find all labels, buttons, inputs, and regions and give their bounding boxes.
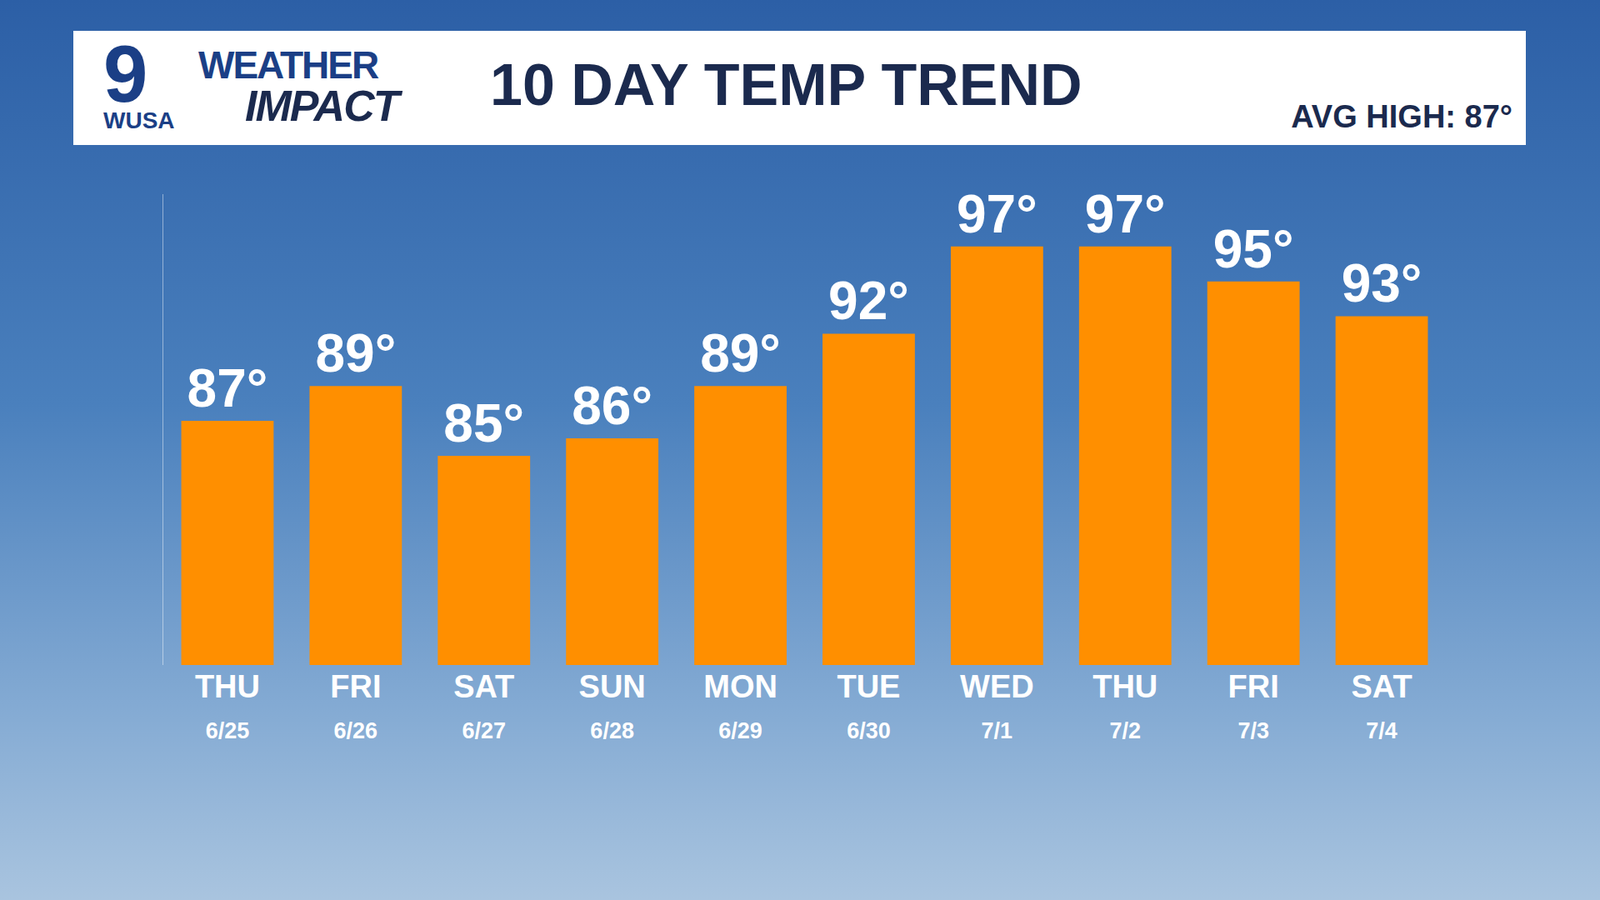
svg-text:86°: 86°	[571, 375, 653, 436]
svg-text:89°: 89°	[315, 323, 396, 384]
svg-text:WED7/1: WED7/1	[960, 669, 1035, 744]
svg-text:FRI6/26: FRI6/26	[330, 669, 381, 744]
html-text:WUSA: WUSA	[103, 107, 175, 134]
svg-text:SAT7/4: SAT7/4	[1350, 669, 1412, 744]
svg-text:89°: 89°	[700, 323, 781, 384]
svg-text:FRI7/3: FRI7/3	[1228, 669, 1280, 744]
svg-text:THU7/2: THU7/2	[1092, 669, 1158, 744]
html-text:WEATHER: WEATHER	[198, 43, 378, 87]
svg-text:MON6/29: MON6/29	[703, 669, 778, 744]
html-text:AVG HIGH: 87°: AVG HIGH: 87°	[1291, 99, 1513, 135]
svg-text:85°: 85°	[443, 393, 525, 454]
svg-text:97°: 97°	[1085, 184, 1166, 245]
html-text:IMPACT: IMPACT	[245, 81, 398, 130]
svg-text:SUN6/28: SUN6/28	[579, 669, 646, 744]
svg-text:TUE6/30: TUE6/30	[836, 669, 900, 744]
svg-text:93°: 93°	[1341, 253, 1423, 314]
svg-text:THU6/25: THU6/25	[195, 669, 260, 744]
html-text:10 DAY TEMP TREND: 10 DAY TEMP TREND	[490, 52, 1083, 118]
svg-text:92°: 92°	[828, 270, 910, 331]
svg-text:SAT6/27: SAT6/27	[453, 669, 515, 744]
svg-text:87°: 87°	[187, 358, 269, 419]
svg-text:95°: 95°	[1213, 219, 1295, 280]
html-text:9: 9	[103, 29, 148, 119]
svg-text:97°: 97°	[956, 184, 1038, 245]
